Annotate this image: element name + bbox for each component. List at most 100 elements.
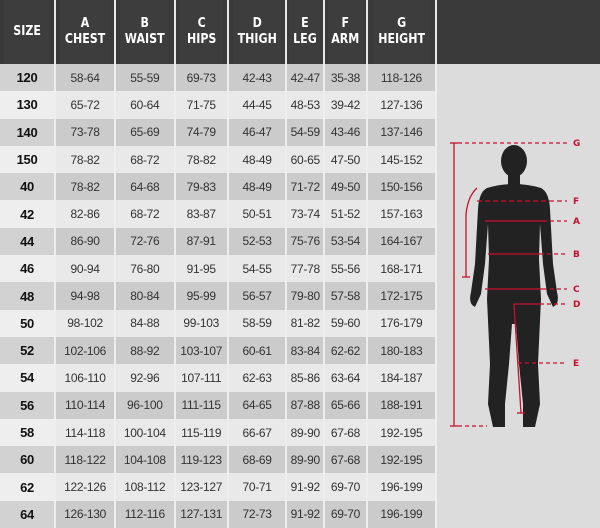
table-row: 60 118-122 104-108 119-123 68-69 89-90 67-68 19… — [0, 446, 438, 474]
header-row: SIZE A CHEST B WAIST C HIPS D THIGH E LEG F ARM G HEIG… — [0, 0, 436, 64]
column-letter: E — [301, 16, 310, 31]
measurement-cell: 127-136 — [366, 91, 438, 119]
measurement-cell: 88-92 — [115, 336, 176, 365]
column-label: LEG — [293, 32, 318, 47]
measurement-cell: 91-92 — [286, 473, 326, 501]
measurement-cell: 79-83 — [174, 173, 229, 201]
measurement-cell: 78-82 — [55, 145, 117, 174]
measurement-cell: 43-46 — [324, 118, 368, 146]
measurement-cell: 91-95 — [174, 255, 229, 283]
measurement-cell: 42-47 — [286, 64, 326, 92]
measurement-cell: 83-84 — [286, 336, 326, 365]
column-label: SIZE — [13, 24, 41, 39]
table-row: 40 78-82 64-68 79-83 48-49 71-72 49-50 150-156 — [0, 173, 438, 201]
measurement-cell: 52-53 — [227, 227, 288, 256]
measurement-cell: 69-70 — [324, 500, 368, 528]
size-cell: 56 — [0, 391, 56, 419]
measurement-cell: 137-146 — [366, 118, 438, 146]
table-row: 44 86-90 72-76 87-91 52-53 75-76 53-54 164-167 — [0, 227, 438, 256]
table-row: 140 73-78 65-69 74-79 46-47 54-59 43-46 137-146 — [0, 118, 438, 146]
label-b: B — [573, 250, 580, 260]
measurement-cell: 59-60 — [324, 309, 368, 337]
measurement-cell: 71-72 — [286, 173, 326, 201]
column-label: ARM — [331, 32, 360, 47]
measurement-cell: 86-90 — [55, 227, 117, 256]
measurement-cell: 48-49 — [227, 145, 288, 174]
measurement-cell: 85-86 — [286, 364, 326, 392]
label-e: E — [573, 359, 579, 369]
measurement-cell: 184-187 — [366, 364, 438, 392]
measurement-cell: 69-73 — [174, 64, 229, 92]
size-cell: 150 — [0, 145, 56, 174]
measurement-cell: 47-50 — [324, 145, 368, 174]
size-cell: 44 — [0, 227, 56, 256]
measurement-cell: 192-195 — [366, 446, 438, 474]
column-letter: C — [197, 16, 206, 31]
measurement-cell: 84-88 — [115, 309, 176, 337]
table-row: 58 114-118 100-104 115-119 66-67 89-90 67-68 19… — [0, 418, 438, 447]
size-chart-table: SIZE A CHEST B WAIST C HIPS D THIGH E LEG F ARM G HEIG… — [0, 0, 438, 528]
measurement-cell: 39-42 — [324, 91, 368, 119]
arm-line — [465, 187, 478, 277]
size-cell: 120 — [0, 64, 56, 92]
measurement-cell: 89-90 — [286, 418, 326, 447]
measurement-cell: 111-115 — [174, 391, 229, 419]
column-letter: G — [396, 16, 406, 31]
measurement-cell: 118-122 — [55, 446, 117, 474]
measurement-cell: 87-91 — [174, 227, 229, 256]
table-row: 64 126-130 112-116 127-131 72-73 91-92 69-70 19… — [0, 500, 438, 528]
label-d: D — [573, 300, 580, 310]
measurement-cell: 92-96 — [115, 364, 176, 392]
measurement-cell: 150-156 — [366, 173, 438, 201]
measurement-cell: 35-38 — [324, 64, 368, 92]
measurement-cell: 65-72 — [55, 91, 117, 119]
measurement-cell: 54-59 — [286, 118, 326, 146]
measurement-cell: 192-195 — [366, 418, 438, 447]
measurement-cell: 89-90 — [286, 446, 326, 474]
measurement-cell: 107-111 — [174, 364, 229, 392]
measurement-cell: 60-61 — [227, 336, 288, 365]
table-row: 150 78-82 68-72 78-82 48-49 60-65 47-50 145-152 — [0, 145, 438, 174]
measurement-cell: 100-104 — [115, 418, 176, 447]
measurement-cell: 49-50 — [324, 173, 368, 201]
measurement-cell: 65-66 — [324, 391, 368, 419]
measurement-cell: 123-127 — [174, 473, 229, 501]
measurement-cell: 68-72 — [115, 145, 176, 174]
size-cell: 60 — [0, 446, 56, 474]
column-header-leg: E LEG — [289, 0, 323, 64]
measurement-cell: 77-78 — [286, 255, 326, 283]
measurement-cell: 188-191 — [366, 391, 438, 419]
size-cell: 46 — [0, 255, 56, 283]
measurement-cell: 164-167 — [366, 227, 438, 256]
measurement-cell: 94-98 — [55, 282, 117, 310]
label-g: G — [573, 139, 580, 149]
measurement-cell: 70-71 — [227, 473, 288, 501]
measurement-cell: 68-72 — [115, 200, 176, 228]
size-cell: 40 — [0, 173, 56, 201]
column-label: HEIGHT — [377, 32, 425, 47]
label-f: F — [573, 197, 579, 207]
size-cell: 48 — [0, 282, 56, 310]
label-c: C — [573, 285, 580, 295]
measurement-cell: 80-84 — [115, 282, 176, 310]
column-header-arm: F ARM — [327, 0, 365, 64]
measurement-cell: 108-112 — [115, 473, 176, 501]
measurement-cell: 75-76 — [286, 227, 326, 256]
measurement-cell: 168-171 — [366, 255, 438, 283]
column-letter: D — [252, 16, 262, 31]
measurement-cell: 68-69 — [227, 446, 288, 474]
measurement-cell: 78-82 — [55, 173, 117, 201]
measurement-cell: 58-59 — [227, 309, 288, 337]
measurement-cell: 73-78 — [55, 118, 117, 146]
table-row: 120 58-64 55-59 69-73 42-43 42-47 35-38 118-126 — [0, 64, 438, 92]
measurement-cell: 72-73 — [227, 500, 288, 528]
measurement-cell: 55-59 — [115, 64, 176, 92]
measurement-cell: 62-62 — [324, 336, 368, 365]
measurement-cell: 44-45 — [227, 91, 288, 119]
measurement-cell: 157-163 — [366, 200, 438, 228]
measurement-cell: 51-52 — [324, 200, 368, 228]
table-row: 130 65-72 60-64 71-75 44-45 48-53 39-42 127-136 — [0, 91, 438, 119]
measurement-cell: 79-80 — [286, 282, 326, 310]
measurement-cell: 50-51 — [227, 200, 288, 228]
column-header-hips: C HIPS — [178, 0, 225, 64]
